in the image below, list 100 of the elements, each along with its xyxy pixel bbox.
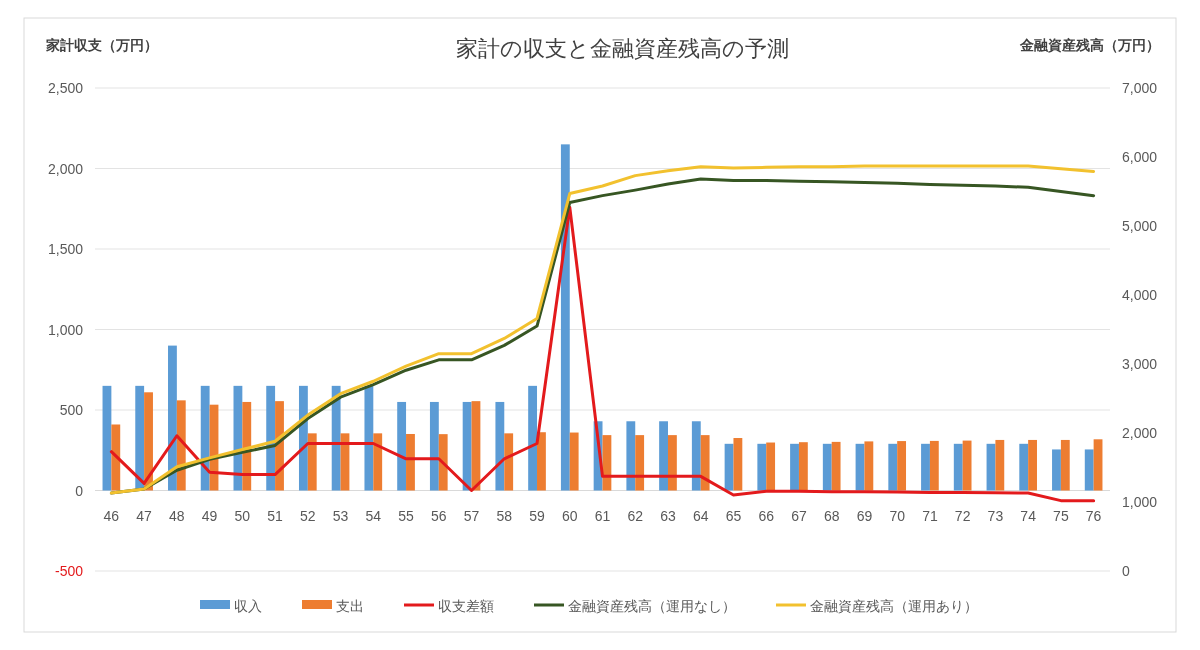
bar [438,434,448,491]
bar [888,443,898,491]
x-tick-label: 61 [594,507,611,524]
y-axis-title: 家計収支（万円） [45,37,158,53]
x-tick-label: 49 [201,507,218,524]
x-tick-label: 71 [922,507,938,524]
y-tick-label: 2,500 [47,80,84,96]
x-tick-label: 48 [169,507,185,524]
legend-label: 収支差額 [438,598,494,614]
bar [1084,449,1094,491]
bar [1052,449,1061,491]
bar [135,385,145,491]
bar [822,443,832,491]
legend-label: 収入 [234,598,262,614]
bar [495,401,505,491]
bar [266,385,276,491]
bar [429,401,439,491]
x-tick-label: 75 [1053,507,1069,524]
x-tick-label: 52 [300,507,316,524]
bar [537,432,546,491]
legend-label: 金融資産残高（運用あり） [810,598,978,614]
y-tick-label: 500 [59,402,84,418]
y2-tick-label: 3,000 [1122,356,1158,372]
bar [962,440,972,491]
y2-axis-title: 金融資産残高（万円） [1019,37,1160,53]
x-tick-label: 74 [1020,507,1037,524]
x-tick-label: 53 [332,507,349,524]
bar [1093,439,1103,491]
bar [733,438,743,491]
bar [831,441,841,491]
bar [798,442,808,491]
bar [667,435,677,491]
x-tick-label: 63 [660,507,676,524]
bar [691,421,701,491]
y2-tick-label: 2,000 [1122,425,1158,441]
bar [1019,443,1029,491]
x-tick-label: 72 [954,507,971,524]
bar [504,433,514,491]
bar [168,345,177,491]
bar [929,440,939,491]
bar [102,385,112,491]
bar [462,401,472,491]
bar [373,433,383,491]
bar [864,441,874,491]
y2-tick-label: 6,000 [1122,149,1158,165]
bar [528,385,538,491]
bar [111,424,121,491]
bar [757,443,767,491]
bar [200,385,210,491]
bar [397,401,407,491]
bar [986,443,996,491]
bar [144,392,153,491]
x-tick-label: 60 [561,507,578,524]
y-tick-label: -500 [54,563,84,579]
bar [724,443,734,491]
bar [1028,439,1037,491]
bar [659,421,668,491]
x-tick-label: 57 [463,507,480,524]
x-tick-label: 64 [692,507,709,524]
legend-label: 金融資産残高（運用なし） [568,598,736,614]
y2-tick-label: 1,000 [1122,494,1158,510]
bar [953,443,963,491]
x-tick-label: 59 [529,507,546,524]
x-tick-label: 73 [987,507,1004,524]
bar [790,443,799,491]
x-tick-label: 65 [725,507,742,524]
bar [364,385,374,491]
x-tick-label: 68 [823,507,840,524]
y-tick-label: 0 [75,482,84,499]
x-tick-label: 58 [496,507,513,524]
bar [766,442,776,491]
x-tick-label: 76 [1085,507,1102,524]
y-tick-label: 2,000 [47,160,84,177]
chart-title: 家計の収支と金融資産残高の予測 [456,36,789,61]
y2-tick-label: 5,000 [1122,218,1158,234]
bar [242,401,252,491]
y2-tick-label: 4,000 [1122,287,1158,303]
y2-tick-label: 7,000 [1122,80,1158,96]
x-tick-label: 66 [758,507,775,524]
bar [635,435,645,491]
y2-tick-label: 0 [1122,563,1130,579]
x-tick-label: 47 [136,507,153,524]
bar [307,433,317,491]
x-tick-label: 67 [791,507,807,524]
bar [233,385,243,491]
y-tick-label: 1,000 [47,321,84,338]
bar [406,433,415,491]
x-tick-label: 70 [889,507,906,524]
bar [921,443,930,491]
bar [626,421,636,491]
x-tick-label: 50 [234,507,251,524]
x-tick-label: 56 [431,507,447,524]
bar [995,439,1005,491]
x-tick-label: 54 [365,507,382,524]
bar [700,435,710,491]
bar [569,432,579,491]
x-tick-label: 46 [103,507,120,524]
x-tick-label: 51 [267,507,284,524]
bar [1060,439,1070,491]
x-tick-label: 55 [398,507,415,524]
